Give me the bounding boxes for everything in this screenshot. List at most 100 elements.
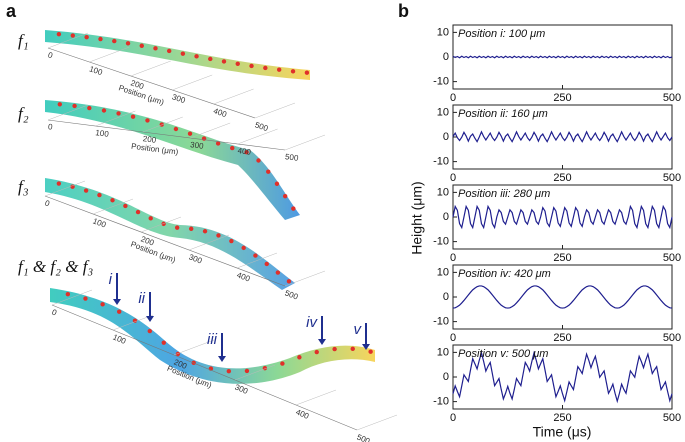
dot — [56, 181, 62, 186]
marker-label: iv — [306, 314, 318, 331]
surface-label: f₃ — [18, 177, 29, 196]
marker-label: ii — [138, 290, 145, 307]
grid-line — [284, 134, 326, 151]
series-title: Position i: 100 μm — [458, 28, 545, 40]
dot — [282, 193, 288, 199]
y-tick-label: 0 — [443, 371, 449, 383]
grid-line — [89, 46, 130, 63]
dot — [116, 111, 121, 116]
y-tick-label: -10 — [433, 316, 449, 328]
dot — [148, 216, 153, 221]
axis-tick-label: 0 — [44, 198, 52, 208]
x-tick-label: 500 — [663, 332, 681, 344]
dot — [123, 203, 128, 209]
series-title: Position v: 500 μm — [458, 348, 548, 360]
panel-a: f₁ f₂ f₃ f₁ & f₂ & f₃ — [18, 30, 375, 384]
x-tick-label: 0 — [450, 172, 456, 184]
surface-label: f₁ & f₂ & f₃ — [18, 257, 93, 276]
x-tick-label: 0 — [450, 332, 456, 344]
surface — [45, 178, 295, 290]
axis-tick-label: 200 — [129, 78, 145, 91]
surface — [45, 30, 310, 80]
y-tick-label: 0 — [443, 131, 449, 143]
x-tick-label: 250 — [553, 252, 571, 264]
dot — [161, 221, 166, 227]
y-tick-label: 0 — [443, 291, 449, 303]
dot — [132, 318, 138, 323]
marker-label: iii — [207, 331, 218, 348]
dot — [263, 65, 268, 71]
x-tick-label: 500 — [663, 172, 681, 184]
dot — [166, 48, 172, 54]
dot — [70, 33, 75, 38]
grid-line — [142, 116, 183, 133]
x-tick-label: 500 — [663, 412, 681, 424]
y-tick-label: 10 — [437, 106, 449, 118]
dot — [87, 105, 92, 111]
dot — [125, 41, 131, 46]
dot — [161, 340, 166, 345]
axis-tick-label: 400 — [212, 106, 228, 119]
dot — [216, 233, 221, 238]
surface — [45, 100, 300, 220]
dot — [97, 192, 102, 198]
dot — [253, 253, 258, 258]
axis-tick-label: 0 — [47, 122, 53, 132]
grid-line — [172, 74, 213, 91]
dot — [187, 131, 193, 136]
axis-line — [47, 47, 256, 119]
grid-line — [130, 60, 171, 77]
dot — [72, 103, 77, 109]
grid-line — [234, 364, 276, 381]
x-tick-label: 250 — [553, 332, 571, 344]
axis-tick-label: 100 — [95, 128, 110, 139]
marker-arrowhead — [318, 339, 326, 345]
grid-line — [92, 198, 134, 215]
marker-arrowhead — [218, 356, 226, 362]
dot — [65, 291, 71, 297]
grid-line — [356, 414, 398, 431]
dot — [244, 149, 249, 155]
y-tick-label: -10 — [433, 396, 449, 408]
y-tick-label: 0 — [443, 211, 449, 223]
x-tick-label: 250 — [553, 412, 571, 424]
grid-line — [112, 314, 154, 331]
series-title: Position iii: 280 μm — [458, 188, 550, 200]
dot — [135, 209, 141, 215]
dot — [280, 361, 285, 366]
grid-line — [213, 88, 254, 105]
grid-line — [236, 252, 278, 269]
dot — [202, 229, 208, 234]
x-tick-label: 500 — [663, 252, 681, 264]
dot — [116, 309, 122, 314]
dot — [350, 346, 355, 352]
surface-label: f₂ — [18, 104, 29, 123]
marker-arrowhead — [113, 299, 121, 305]
line — [452, 55, 673, 59]
x-tick-label: 0 — [450, 252, 456, 264]
dot — [83, 296, 88, 301]
y-tick-label: -10 — [433, 236, 449, 248]
x-tick-label: 500 — [663, 92, 681, 104]
dot — [147, 328, 153, 334]
dot — [221, 59, 227, 64]
grid-line — [47, 104, 89, 121]
line — [452, 350, 673, 404]
dot — [368, 349, 373, 354]
dot — [98, 36, 103, 42]
marker-label: v — [354, 321, 363, 338]
x-tick-label: 0 — [450, 412, 456, 424]
marker-arrowhead — [362, 344, 370, 350]
x-axis-title: Time (μs) — [533, 424, 592, 440]
dot — [145, 118, 150, 123]
dot — [153, 46, 158, 51]
axis-line — [47, 119, 286, 151]
surface-label: f₁ — [18, 31, 29, 50]
axis-tick-label: 100 — [111, 332, 127, 346]
grid-line — [47, 32, 89, 49]
grid-line — [284, 270, 326, 287]
axis-tick-label: 500 — [284, 152, 299, 163]
axis-tick-label: 100 — [88, 64, 104, 77]
dot — [266, 169, 271, 174]
dot — [276, 67, 282, 72]
